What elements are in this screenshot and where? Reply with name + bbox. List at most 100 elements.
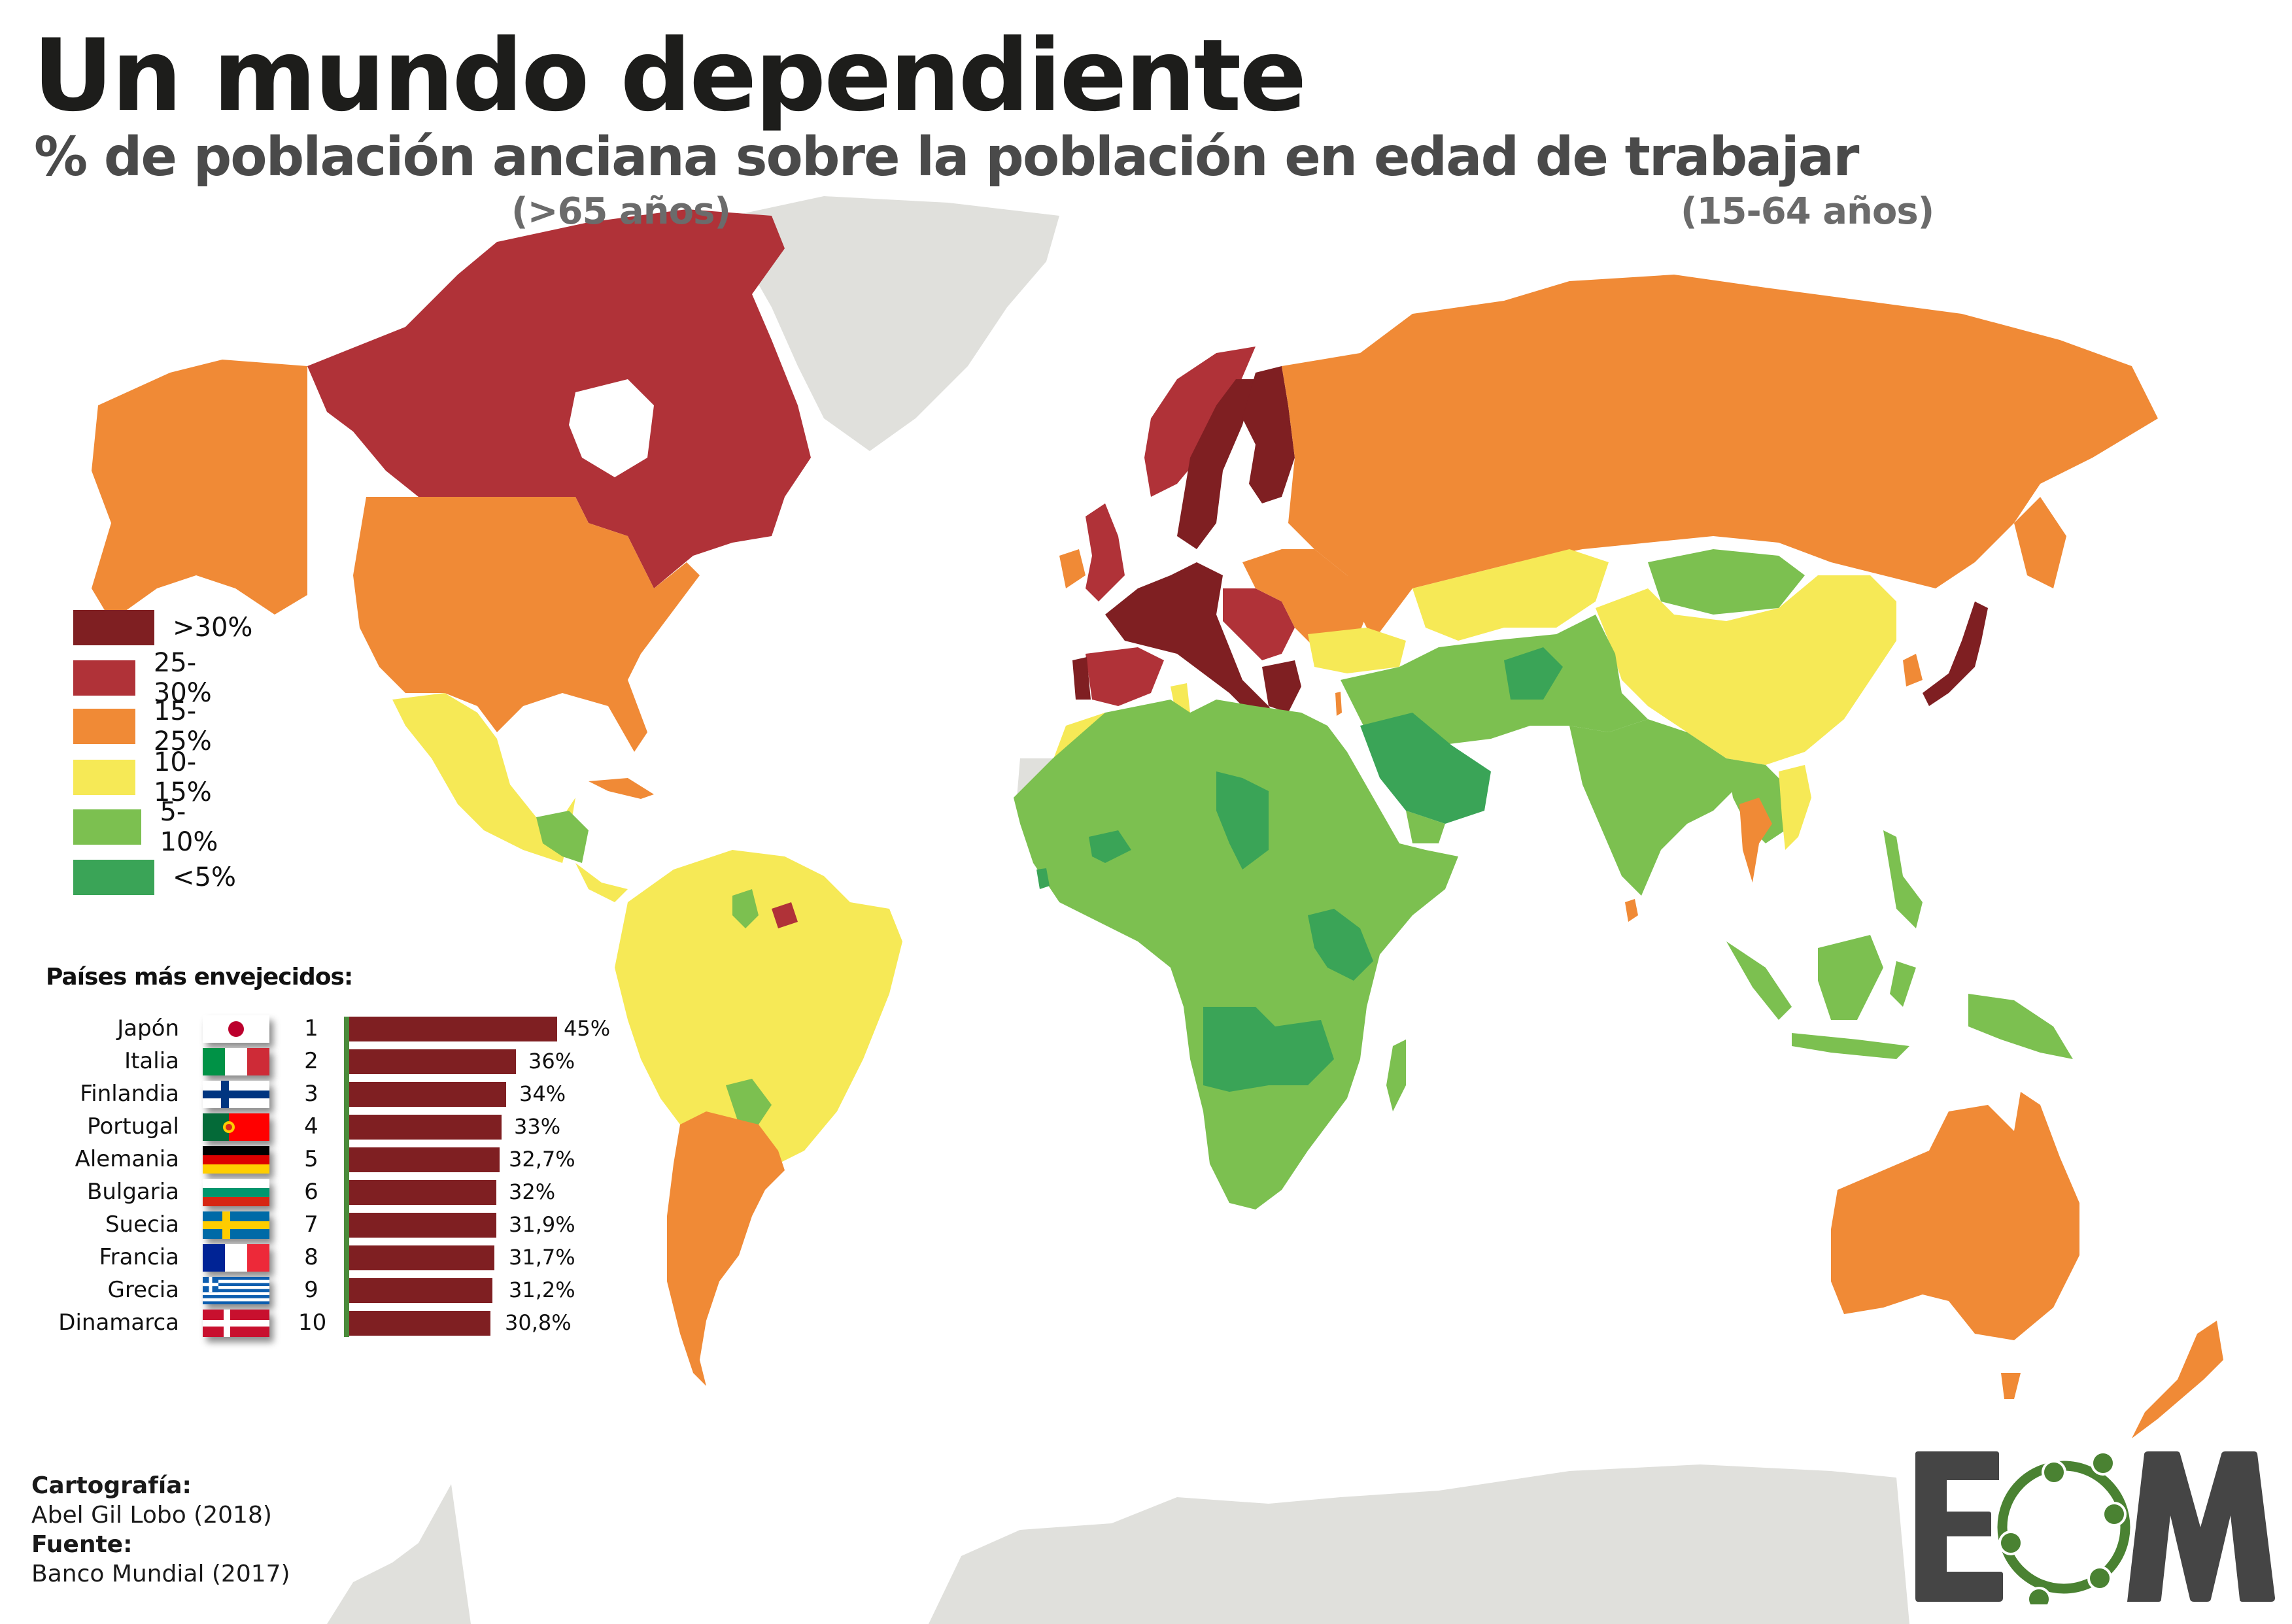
ranking-bar (349, 1017, 557, 1041)
ranking-row: Bulgaria 6 32% (0, 1177, 654, 1210)
region-canada (307, 209, 811, 588)
country-name: Japón (117, 1015, 179, 1041)
region-ireland (1059, 549, 1086, 588)
ranking-value: 45% (564, 1016, 611, 1041)
rank-number: 9 (304, 1277, 318, 1303)
ranking-bar (349, 1278, 492, 1303)
numerator-note: (>65 años) (511, 190, 731, 233)
region-portugal (1072, 657, 1091, 700)
region-south-america (615, 850, 902, 1177)
region-angola-zambia (1203, 1007, 1334, 1092)
ranking-value: 32% (509, 1179, 556, 1204)
page-title: Un mundo dependiente (33, 18, 1307, 133)
region-australia (1831, 1092, 2079, 1340)
region-guyana (732, 889, 759, 928)
legend-swatch (73, 760, 135, 795)
region-uganda-kenya (1308, 909, 1373, 981)
legend-item-over-30: >30% (73, 610, 252, 645)
region-south-korea (1903, 654, 1923, 686)
finland-flag-icon (203, 1081, 269, 1108)
region-usa (353, 497, 700, 752)
rank-number: 5 (304, 1146, 318, 1172)
denominator-note: (15-64 años) (1681, 190, 1934, 233)
region-philippines (1883, 830, 1923, 928)
ranking-title: Países más envejecidos: (46, 964, 353, 990)
ranking-value: 36% (528, 1049, 575, 1074)
rank-number: 7 (304, 1211, 318, 1238)
ranking-bar (349, 1147, 500, 1172)
region-mongolia (1648, 549, 1805, 615)
legend-label: 5-10% (160, 797, 218, 857)
ranking-row: Japón 1 45% (0, 1014, 654, 1047)
region-tasmania (2001, 1373, 2021, 1399)
region-southern-cone (667, 1111, 785, 1386)
region-new-zealand (2132, 1321, 2223, 1438)
cartography-label: Cartografía: (31, 1472, 192, 1499)
region-paraguay (726, 1079, 772, 1125)
region-russia (1282, 275, 2158, 641)
country-name: Bulgaria (87, 1179, 179, 1205)
country-name: Francia (99, 1244, 179, 1270)
ranking-row: Francia 8 31,7% (0, 1243, 654, 1276)
ranking-bar (349, 1115, 502, 1140)
legend-swatch (73, 809, 142, 845)
region-arabia (1360, 713, 1491, 824)
region-antarctica (327, 1464, 1909, 1624)
greece-flag-icon (203, 1277, 269, 1304)
region-yemen (1406, 811, 1445, 843)
legend-item-under-5: <5% (73, 860, 236, 895)
region-sri-lanka (1625, 899, 1638, 922)
region-cuba (589, 778, 654, 799)
country-name: Finlandia (80, 1081, 179, 1107)
ranking-bar (349, 1180, 496, 1205)
legend-swatch (73, 860, 154, 895)
italy-flag-icon (203, 1048, 269, 1075)
region-spain (1086, 647, 1164, 706)
region-greenland (732, 196, 1059, 451)
japan-flag-icon (203, 1015, 269, 1043)
legend-label: 15-25% (153, 696, 212, 756)
region-panama (575, 863, 628, 902)
country-name: Dinamarca (58, 1310, 179, 1336)
region-south-asia (1569, 719, 1739, 896)
region-africa (1014, 700, 1458, 1210)
rank-number: 6 (304, 1179, 318, 1205)
region-sierra-leone (1036, 868, 1050, 889)
denmark-flag-icon (203, 1310, 269, 1337)
region-sweden (1177, 379, 1256, 549)
ranking-value: 32,7% (509, 1147, 575, 1172)
rank-number: 10 (298, 1310, 327, 1336)
legend-swatch (73, 709, 135, 744)
region-central-europe (1223, 588, 1295, 660)
ranking-bar (349, 1213, 496, 1238)
region-vietnam (1779, 765, 1811, 850)
ranking-bar (349, 1049, 516, 1074)
legend-item-5-10: 5-10% (73, 797, 231, 857)
region-russia-far-east (2014, 497, 2066, 588)
legend-item-10-15: 10-15% (73, 747, 231, 807)
source-value: Banco Mundial (2017) (31, 1561, 290, 1587)
france-flag-icon (203, 1244, 269, 1272)
ranking-axis (344, 1017, 349, 1337)
ranking-value: 31,9% (509, 1212, 575, 1237)
country-name: Italia (124, 1048, 179, 1074)
ranking-row: Suecia 7 31,9% (0, 1210, 654, 1243)
region-kazakhstan (1412, 549, 1609, 641)
legend-label: 10-15% (153, 747, 212, 807)
rank-number: 1 (304, 1015, 318, 1041)
page-subtitle: % de población anciana sobre la població… (34, 126, 1859, 188)
country-name: Grecia (107, 1277, 179, 1303)
region-finland (1242, 366, 1295, 503)
country-name: Suecia (105, 1211, 179, 1238)
ranking-value: 34% (519, 1081, 566, 1106)
legend-label: >30% (173, 613, 253, 643)
ranking-bar (349, 1245, 494, 1270)
ranking-row: Portugal 4 33% (0, 1112, 654, 1145)
legend-swatch (73, 610, 154, 645)
ranking-row: Finlandia 3 34% (0, 1079, 654, 1112)
country-name: Alemania (75, 1146, 179, 1172)
ranking-value: 30,8% (505, 1310, 572, 1335)
ranking-row: Alemania 5 32,7% (0, 1145, 654, 1177)
legend-label: <5% (173, 862, 236, 892)
